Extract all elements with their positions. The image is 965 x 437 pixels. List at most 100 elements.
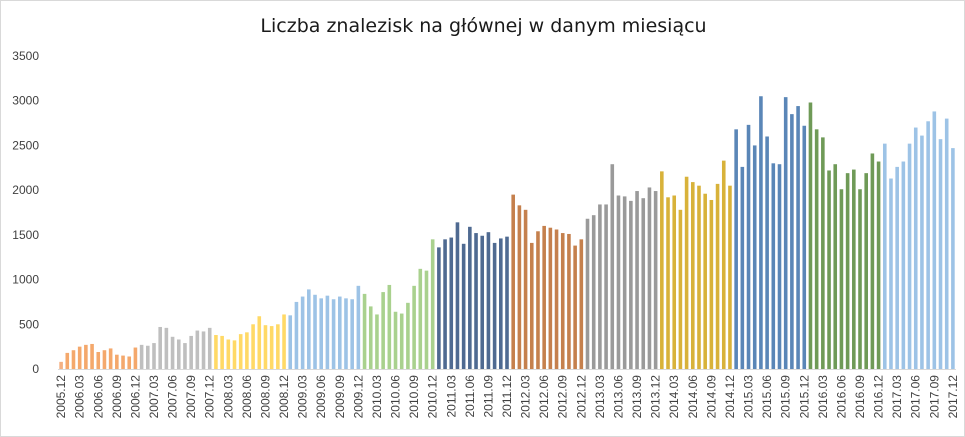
bar xyxy=(876,161,881,369)
bar xyxy=(387,284,392,369)
bar xyxy=(567,233,571,369)
x-tick-label: 2017.06 xyxy=(909,375,923,419)
y-axis: 0 500 1000 1500 2000 2500 3000 3500 xyxy=(12,49,956,376)
bar xyxy=(412,285,416,369)
bar xyxy=(579,239,584,369)
x-tick-label: 2014.09 xyxy=(704,375,718,419)
bar xyxy=(629,200,633,369)
bar xyxy=(635,191,639,369)
bar xyxy=(269,326,274,369)
bar xyxy=(548,227,553,369)
x-tick-label: 2005.12 xyxy=(54,375,68,419)
bar xyxy=(300,296,305,369)
bar xyxy=(610,164,615,369)
x-tick-label: 2008.12 xyxy=(277,375,291,419)
bar xyxy=(468,226,472,369)
bar xyxy=(189,335,193,369)
x-tick-label: 2008.06 xyxy=(240,375,254,419)
x-tick-label: 2012.03 xyxy=(519,375,533,419)
bar xyxy=(350,299,354,369)
bar xyxy=(294,301,299,369)
bar xyxy=(653,191,658,369)
bar xyxy=(802,125,807,369)
bar xyxy=(721,160,726,369)
chart-title: Liczba znalezisk na głównej w danym mies… xyxy=(260,15,707,37)
bar xyxy=(907,143,912,369)
bar xyxy=(201,331,206,369)
x-tick-label: 2017.03 xyxy=(890,375,904,419)
bar xyxy=(734,129,738,369)
bar xyxy=(90,343,94,369)
x-tick-label: 2012.06 xyxy=(537,375,551,419)
x-tick-label: 2006.03 xyxy=(73,375,87,419)
bar xyxy=(920,135,924,369)
x-tick-label: 2010.03 xyxy=(370,375,384,419)
bar xyxy=(560,233,565,369)
bar xyxy=(164,327,169,369)
bar xyxy=(307,289,311,369)
bar xyxy=(505,236,509,369)
bar xyxy=(356,285,361,369)
x-tick-label: 2009.12 xyxy=(351,375,365,419)
bar xyxy=(499,238,503,369)
y-tick-label: 2500 xyxy=(12,138,39,152)
bar xyxy=(870,153,875,369)
bar xyxy=(616,195,621,369)
bar xyxy=(913,127,918,370)
x-tick-label: 2015.03 xyxy=(742,375,756,419)
bar xyxy=(139,344,144,369)
bar xyxy=(368,306,373,369)
x-tick-label: 2009.09 xyxy=(333,375,347,419)
y-tick-label: 0 xyxy=(32,362,39,376)
bar xyxy=(220,335,224,369)
x-tick-label: 2016.09 xyxy=(853,375,867,419)
bar xyxy=(554,229,559,369)
x-tick-label: 2016.12 xyxy=(872,375,886,419)
bar xyxy=(666,197,670,369)
x-tick-label: 2013.12 xyxy=(649,375,663,419)
bar xyxy=(752,145,757,369)
x-tick-label: 2014.12 xyxy=(723,375,737,419)
bar xyxy=(430,239,435,369)
bar xyxy=(765,136,769,369)
bar xyxy=(944,118,949,369)
bar xyxy=(678,209,683,369)
bar xyxy=(697,185,701,369)
y-tick-label: 1500 xyxy=(12,228,39,242)
x-tick-label: 2016.03 xyxy=(816,375,830,419)
bar xyxy=(115,354,119,369)
y-tick-label: 1000 xyxy=(12,273,39,287)
bar xyxy=(195,330,200,369)
x-axis: 2005.12 2006.03 2006.06 2006.09 2006.12 2007.… xyxy=(54,375,960,419)
bar xyxy=(362,293,367,369)
x-tick-label: 2006.06 xyxy=(91,375,105,419)
y-tick-label: 2000 xyxy=(12,183,39,197)
bar xyxy=(276,324,280,369)
bar xyxy=(59,361,63,369)
bar xyxy=(672,195,677,369)
bar xyxy=(523,209,528,369)
bar xyxy=(938,139,943,369)
bar xyxy=(121,355,125,369)
bar xyxy=(418,268,423,369)
x-tick-label: 2013.06 xyxy=(611,375,625,419)
bar xyxy=(214,335,218,369)
x-tick-label: 2011.06 xyxy=(463,375,477,418)
bar xyxy=(604,204,608,369)
bar xyxy=(406,302,410,369)
x-tick-label: 2006.09 xyxy=(110,375,124,419)
bar xyxy=(393,311,398,369)
bar xyxy=(728,185,732,369)
bar xyxy=(740,166,745,369)
bar xyxy=(598,204,602,369)
y-tick-label: 3000 xyxy=(12,94,39,108)
x-tick-label: 2017.09 xyxy=(927,375,941,419)
x-tick-label: 2007.09 xyxy=(184,375,198,419)
bar xyxy=(375,314,379,369)
x-tick-label: 2015.09 xyxy=(779,375,793,419)
bar xyxy=(226,339,231,369)
x-tick-label: 2013.09 xyxy=(630,375,644,419)
x-tick-label: 2015.12 xyxy=(797,375,811,419)
bar xyxy=(858,189,862,369)
